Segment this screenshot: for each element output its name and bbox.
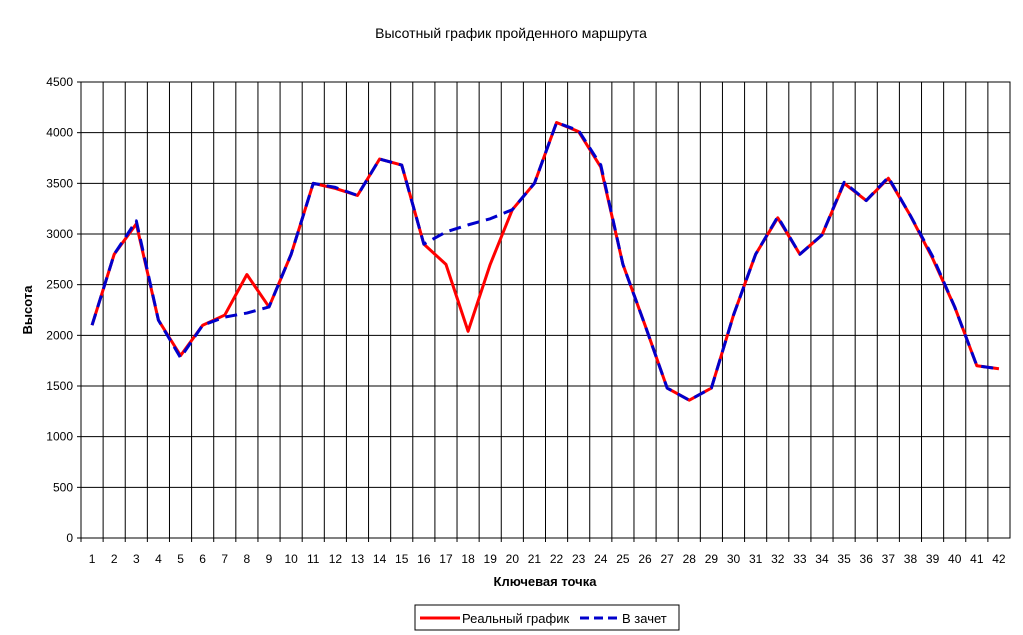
x-tick-label: 15 [395, 552, 409, 566]
x-tick-label: 31 [749, 552, 763, 566]
x-axis-label: Ключевая точка [494, 574, 598, 589]
x-tick-label: 6 [199, 552, 206, 566]
legend-label-credited: В зачет [622, 611, 667, 626]
series-line-credited [90, 121, 1000, 402]
x-tick-label: 18 [461, 552, 475, 566]
plot-area [80, 81, 1011, 539]
x-tick-label: 22 [550, 552, 564, 566]
y-tick-label: 1000 [46, 430, 73, 444]
chart-title: Высотный график пройденного маршрута [375, 25, 647, 41]
x-tick-label: 30 [727, 552, 741, 566]
x-tick-label: 32 [771, 552, 785, 566]
x-tick-label: 14 [373, 552, 387, 566]
y-tick-label: 2000 [46, 328, 73, 342]
y-tick-label: 0 [66, 531, 73, 545]
x-tick-label: 17 [439, 552, 453, 566]
x-tick-label: 39 [926, 552, 940, 566]
x-tick-label: 13 [351, 552, 365, 566]
x-tick-label: 20 [506, 552, 520, 566]
x-tick-label: 25 [616, 552, 630, 566]
x-tick-label: 27 [660, 552, 674, 566]
x-tick-label: 33 [793, 552, 807, 566]
x-tick-label: 8 [244, 552, 251, 566]
y-tick-label: 4000 [46, 126, 73, 140]
x-tick-label: 16 [417, 552, 431, 566]
x-axis-ticks: 1 2 3 4 5 6 7 8 9 10 11 12 13 14 15 16 17 18 19 20 21 22 23 24 2… [80, 538, 1006, 566]
x-tick-label: 37 [882, 552, 896, 566]
x-tick-label: 42 [992, 552, 1006, 566]
x-tick-label: 10 [284, 552, 298, 566]
x-tick-label: 7 [221, 552, 228, 566]
y-tick-label: 3000 [46, 227, 73, 241]
x-tick-label: 12 [329, 552, 343, 566]
x-tick-label: 34 [815, 552, 829, 566]
x-tick-label: 21 [528, 552, 542, 566]
y-axis-label: Высота [20, 285, 35, 335]
legend: Реальный график В зачет [414, 604, 680, 631]
y-tick-label: 1500 [46, 379, 73, 393]
y-tick-label: 2500 [46, 278, 73, 292]
legend-label-real: Реальный график [462, 611, 569, 626]
x-tick-label: 41 [970, 552, 984, 566]
x-tick-label: 26 [638, 552, 652, 566]
x-tick-label: 23 [572, 552, 586, 566]
y-axis-ticks: 0 500 1000 1500 2000 2500 3000 3500 4000 4500 [46, 75, 81, 545]
x-tick-label: 4 [155, 552, 162, 566]
x-tick-label: 40 [948, 552, 962, 566]
x-tick-label: 3 [133, 552, 140, 566]
x-tick-label: 38 [904, 552, 918, 566]
x-tick-label: 28 [683, 552, 697, 566]
x-tick-label: 19 [484, 552, 498, 566]
x-tick-label: 9 [266, 552, 273, 566]
y-tick-label: 4500 [46, 75, 73, 89]
x-tick-label: 11 [307, 552, 320, 566]
y-tick-label: 3500 [46, 176, 73, 190]
x-tick-label: 24 [594, 552, 608, 566]
x-tick-label: 5 [177, 552, 184, 566]
y-tick-label: 500 [53, 480, 73, 494]
x-tick-label: 1 [89, 552, 96, 566]
x-tick-label: 35 [837, 552, 851, 566]
x-tick-label: 29 [705, 552, 719, 566]
x-tick-label: 36 [860, 552, 874, 566]
x-tick-label: 2 [111, 552, 118, 566]
series-group [90, 121, 1000, 402]
